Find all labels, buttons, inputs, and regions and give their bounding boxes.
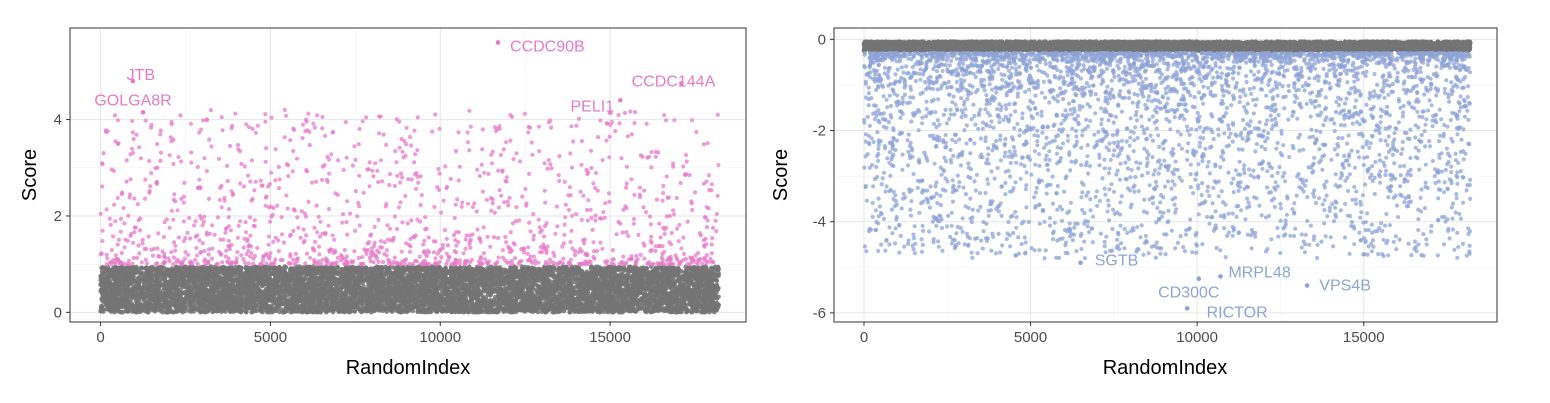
data-point <box>283 265 289 270</box>
background-points <box>98 264 721 315</box>
